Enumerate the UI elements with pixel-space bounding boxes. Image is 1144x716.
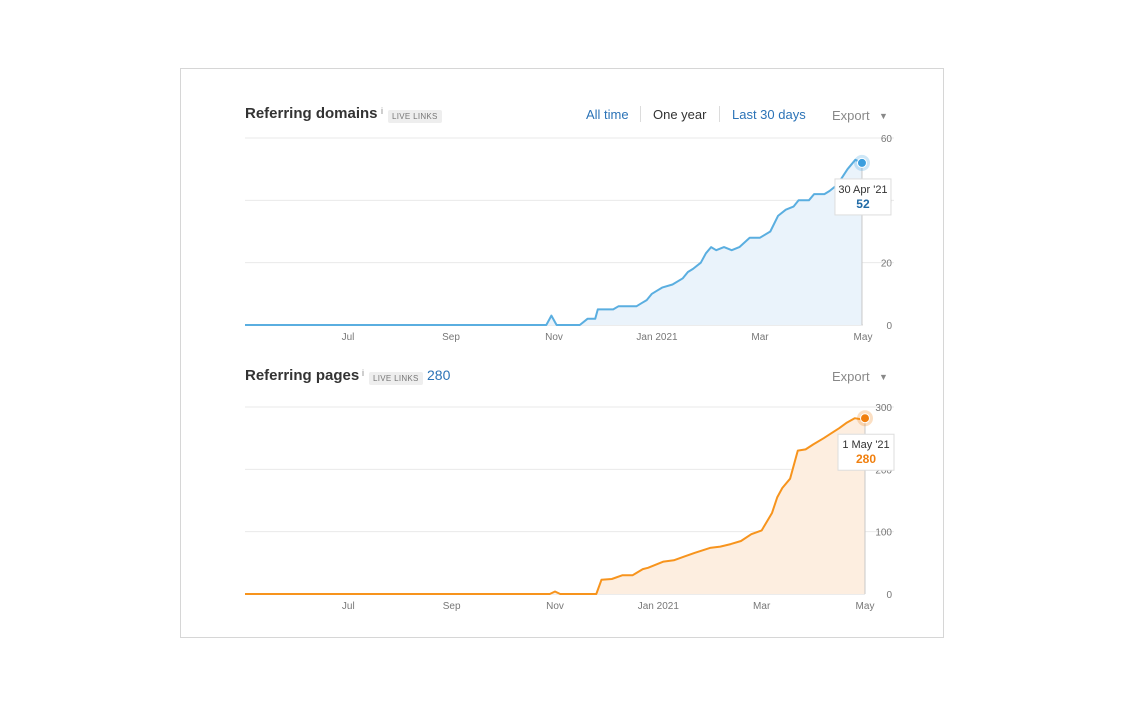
export-button[interactable]: Export (832, 369, 870, 384)
y-tick-label: 0 (886, 590, 892, 601)
export-button[interactable]: Export (832, 108, 870, 123)
range-all-time[interactable]: All time (586, 107, 629, 122)
x-tick-label: May (856, 601, 875, 612)
caret-down-icon[interactable]: ▼ (879, 111, 888, 121)
tooltip-date: 1 May '21 (842, 439, 889, 451)
x-tick-label: Jul (342, 601, 355, 612)
x-tick-label: Mar (751, 332, 769, 343)
y-tick-label: 100 (875, 528, 892, 539)
info-icon[interactable]: i (381, 106, 383, 116)
x-tick-label: Jul (342, 332, 355, 343)
x-tick-label: Mar (753, 601, 771, 612)
x-tick-label: May (854, 332, 873, 343)
range-divider (640, 106, 641, 122)
range-last-30-days[interactable]: Last 30 days (732, 107, 806, 122)
x-tick-label: Jan 2021 (636, 332, 678, 343)
x-tick-label: Nov (546, 601, 564, 612)
chart-title-referring-domains: Referring domains (245, 105, 378, 122)
series-line (245, 158, 863, 326)
range-one-year[interactable]: One year (653, 107, 707, 122)
chart-title-referring-pages: Referring pages (245, 367, 360, 384)
data-point (860, 413, 870, 424)
live-links-badge: LIVE LINKS (388, 110, 442, 123)
tooltip-date: 30 Apr '21 (838, 184, 887, 196)
info-icon[interactable]: i (362, 368, 364, 378)
range-divider (719, 106, 720, 122)
series-area (245, 159, 862, 325)
x-tick-label: Sep (442, 332, 460, 343)
series-area (245, 418, 865, 594)
x-tick-label: Nov (545, 332, 563, 343)
tooltip-box (837, 433, 895, 471)
tooltip-value: 52 (856, 197, 870, 211)
y-tick-label: 300 (875, 403, 892, 414)
x-tick-label: Jan 2021 (638, 601, 680, 612)
series-line (245, 417, 866, 595)
live-links-badge: LIVE LINKS (369, 372, 423, 385)
caret-down-icon[interactable]: ▼ (879, 372, 888, 382)
y-tick-label: 60 (881, 134, 893, 145)
y-tick-label: 200 (875, 465, 892, 476)
tooltip-box (834, 178, 892, 216)
y-tick-label: 20 (881, 259, 893, 270)
y-tick-label: 0 (886, 321, 892, 332)
data-point (856, 157, 867, 168)
referring-pages-count[interactable]: 280 (427, 367, 451, 383)
x-tick-label: Sep (443, 601, 461, 612)
tooltip-value: 280 (856, 452, 876, 466)
